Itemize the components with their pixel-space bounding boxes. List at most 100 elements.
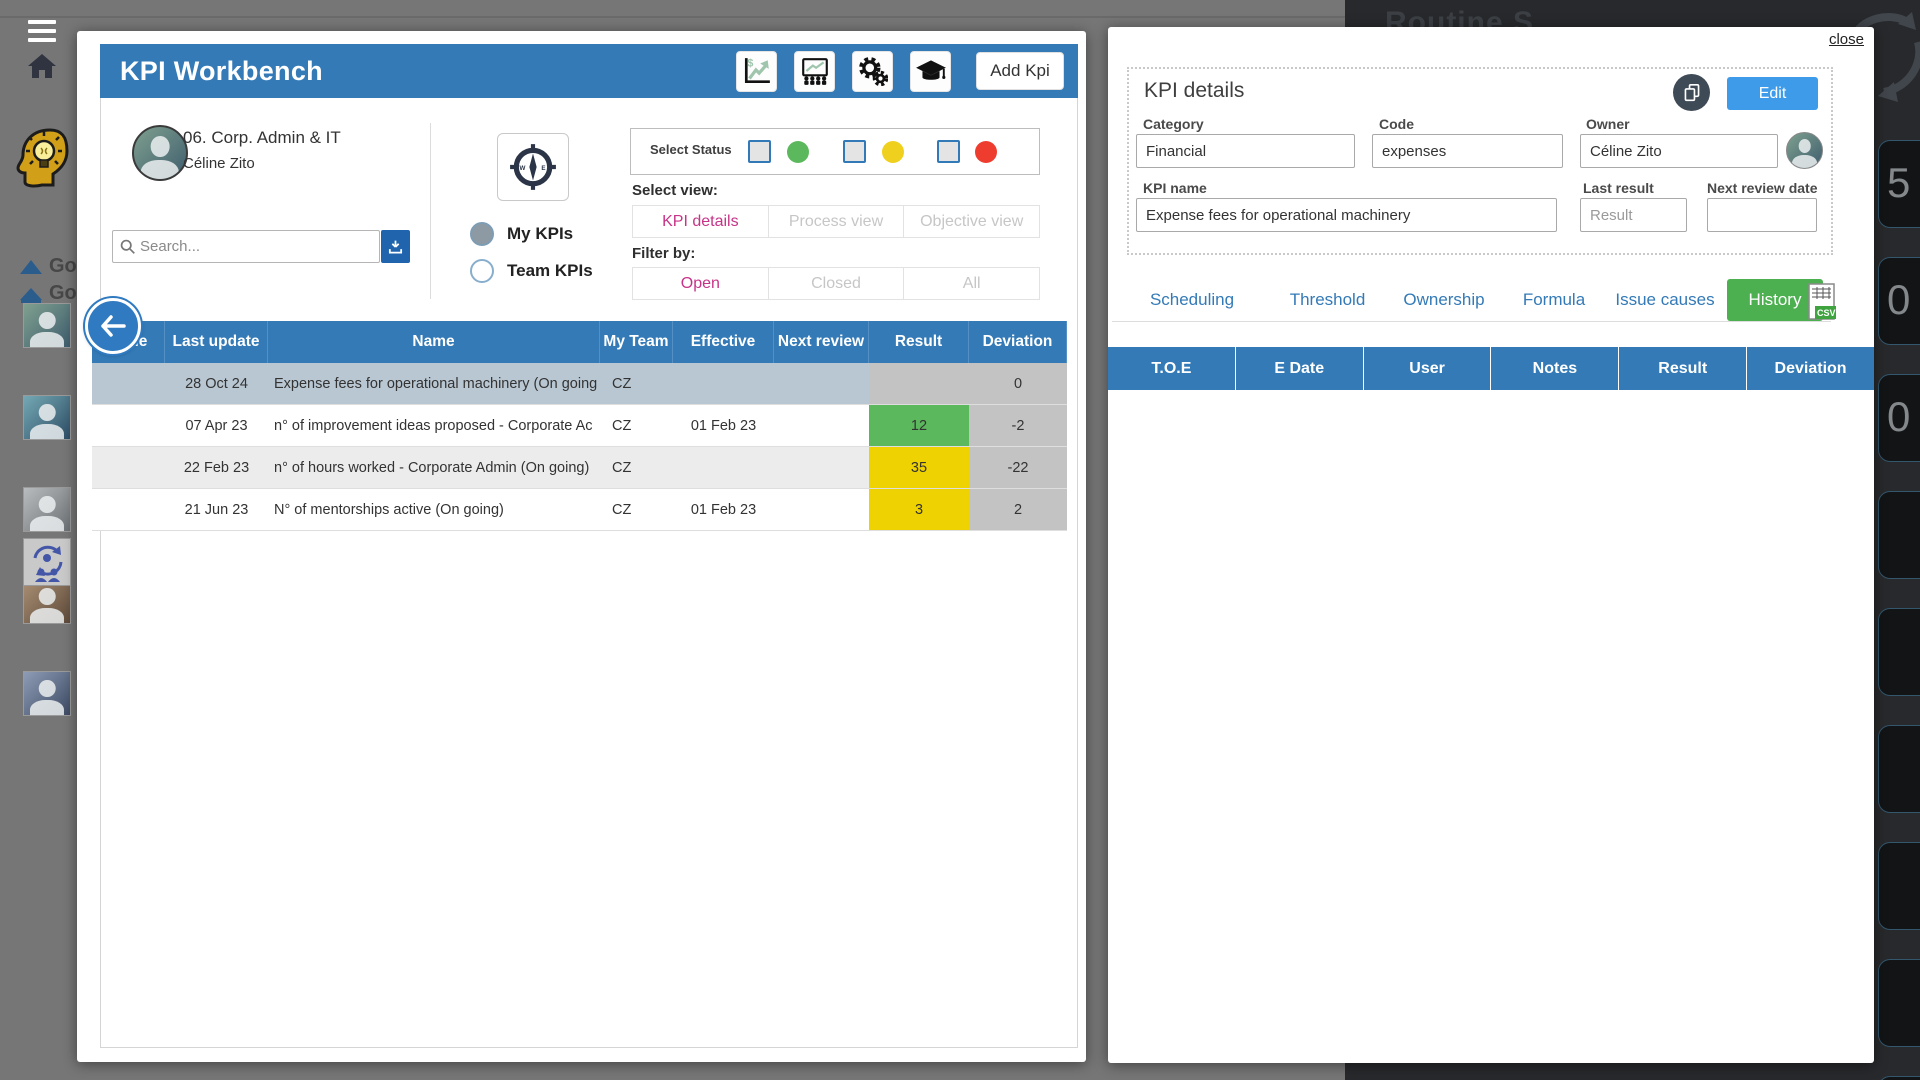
kpi-workbench-window: KPI Workbench $	[77, 31, 1086, 1062]
background-tile-column: 5 0 0	[1878, 140, 1920, 1080]
sidebar-item-label: Go	[49, 282, 77, 304]
tab-threshold[interactable]: Threshold	[1289, 290, 1366, 309]
left-sidebar: Go Go	[0, 0, 77, 1080]
cell-code	[92, 489, 165, 530]
my-kpis-radio[interactable]: My KPIs	[470, 222, 573, 246]
training-button[interactable]	[910, 50, 951, 92]
column-header-effective: Effective	[673, 321, 774, 363]
cell-last-update: 07 Apr 23	[185, 417, 248, 434]
cell-name: N° of mentorships active (On going)	[274, 501, 504, 518]
last-result-field[interactable]	[1580, 198, 1687, 232]
status-filter-label: Select Status	[650, 142, 732, 157]
add-kpi-button[interactable]: Add Kpi	[976, 52, 1064, 90]
graduation-cap-icon	[915, 60, 946, 80]
settings-button[interactable]	[852, 50, 893, 92]
table-row[interactable]: 07 Apr 23 n° of improvement ideas propos…	[92, 405, 1067, 447]
column-header-deviation: Deviation	[1774, 359, 1847, 377]
view-process[interactable]: Process view	[768, 206, 905, 237]
team-kpis-radio[interactable]: Team KPIs	[470, 259, 593, 283]
table-row[interactable]: 22 Feb 23 n° of hours worked - Corporate…	[92, 447, 1067, 489]
background-tile	[1878, 1076, 1920, 1080]
column-header-edate: E Date	[1236, 347, 1364, 390]
cell-deviation: -22	[969, 447, 1067, 488]
cell-next-review	[774, 405, 869, 446]
category-field[interactable]	[1136, 134, 1355, 168]
last-result-label: Last result	[1583, 180, 1654, 196]
home-icon[interactable]	[27, 52, 57, 80]
tab-history[interactable]: History	[1727, 279, 1823, 321]
compass-icon: W E	[510, 144, 556, 190]
idea-brain-icon[interactable]	[10, 126, 76, 198]
back-button[interactable]	[85, 298, 141, 354]
presentation-people-icon	[801, 58, 828, 85]
edit-button[interactable]: Edit	[1727, 77, 1818, 110]
status-checkbox-green[interactable]	[748, 140, 771, 163]
kpi-chart-button[interactable]: $	[736, 50, 777, 92]
sidebar-item-go-1[interactable]: Go	[20, 255, 77, 278]
cell-deviation: 0	[969, 363, 1067, 404]
tab-ownership[interactable]: Ownership	[1403, 290, 1485, 309]
kpi-name-field[interactable]	[1136, 198, 1557, 232]
radio-selected-icon	[470, 222, 494, 246]
user-avatar[interactable]	[23, 487, 71, 532]
radio-unselected-icon	[470, 259, 494, 283]
filter-closed[interactable]: Closed	[768, 268, 905, 299]
view-kpi-details[interactable]: KPI details	[633, 206, 769, 237]
column-header-user: User	[1364, 347, 1492, 390]
kpi-table: Code Last update Name My Team Effective …	[92, 321, 1067, 531]
search-icon	[120, 239, 135, 254]
filter-open[interactable]: Open	[633, 268, 769, 299]
eject-triangle-icon	[20, 287, 42, 300]
view-objective[interactable]: Objective view	[904, 206, 1040, 237]
background-tile: 0	[1878, 374, 1920, 462]
cell-next-review	[774, 489, 869, 530]
cell-effective	[673, 447, 774, 488]
cell-code	[92, 363, 165, 404]
owner-field[interactable]	[1580, 134, 1778, 168]
sidebar-item-go-2[interactable]: Go	[20, 282, 77, 305]
svg-text:W: W	[519, 165, 525, 172]
dollar-chart-icon: $	[744, 58, 770, 84]
status-checkbox-red[interactable]	[937, 140, 960, 163]
user-avatar[interactable]	[23, 671, 71, 716]
column-header-result: Result	[869, 321, 969, 363]
cell-name: n° of hours worked - Corporate Admin (On…	[274, 459, 590, 476]
compass-widget[interactable]: W E	[497, 133, 569, 201]
export-button[interactable]	[381, 230, 410, 263]
filter-all[interactable]: All	[904, 268, 1040, 299]
arrow-left-icon	[101, 315, 126, 337]
status-checkbox-yellow[interactable]	[843, 140, 866, 163]
sidebar-item-label: Go	[49, 255, 77, 277]
tab-formula[interactable]: Formula	[1522, 290, 1586, 309]
export-csv-button[interactable]: CSV	[1808, 283, 1838, 326]
team-logo[interactable]	[23, 538, 71, 586]
status-dot-red	[975, 141, 997, 163]
cell-my-team: CZ	[612, 417, 632, 434]
user-avatar[interactable]	[23, 395, 71, 440]
cell-last-update: 21 Jun 23	[184, 501, 249, 518]
code-field[interactable]	[1372, 134, 1563, 168]
table-row[interactable]: 21 Jun 23 N° of mentorships active (On g…	[92, 489, 1067, 531]
puzzle-people-icon	[33, 545, 63, 582]
next-review-date-field[interactable]	[1707, 198, 1817, 232]
presentation-button[interactable]	[794, 50, 835, 92]
hamburger-menu-icon[interactable]	[28, 20, 56, 42]
background-tile	[1878, 491, 1920, 579]
cell-deviation: -2	[969, 405, 1067, 446]
copy-button[interactable]	[1673, 74, 1710, 111]
search-input[interactable]	[140, 238, 373, 255]
close-link[interactable]: close	[1828, 31, 1864, 48]
background-tile	[1878, 959, 1920, 1047]
table-row[interactable]: 28 Oct 24 Expense fees for operational m…	[92, 363, 1067, 405]
background-tile	[1878, 725, 1920, 813]
user-name-label: Céline Zito	[183, 155, 255, 172]
tab-scheduling[interactable]: Scheduling	[1149, 290, 1235, 309]
up-triangle-icon	[20, 259, 42, 274]
background-tile: 0	[1878, 257, 1920, 345]
user-avatar[interactable]	[23, 303, 71, 348]
background-tile: 5	[1878, 140, 1920, 228]
cell-effective	[673, 363, 774, 404]
tab-issue-causes[interactable]: Issue causes	[1615, 290, 1715, 309]
status-dot-green	[787, 141, 809, 163]
kpi-details-panel: close KPI details Edit Category Code Own…	[1108, 27, 1874, 1063]
